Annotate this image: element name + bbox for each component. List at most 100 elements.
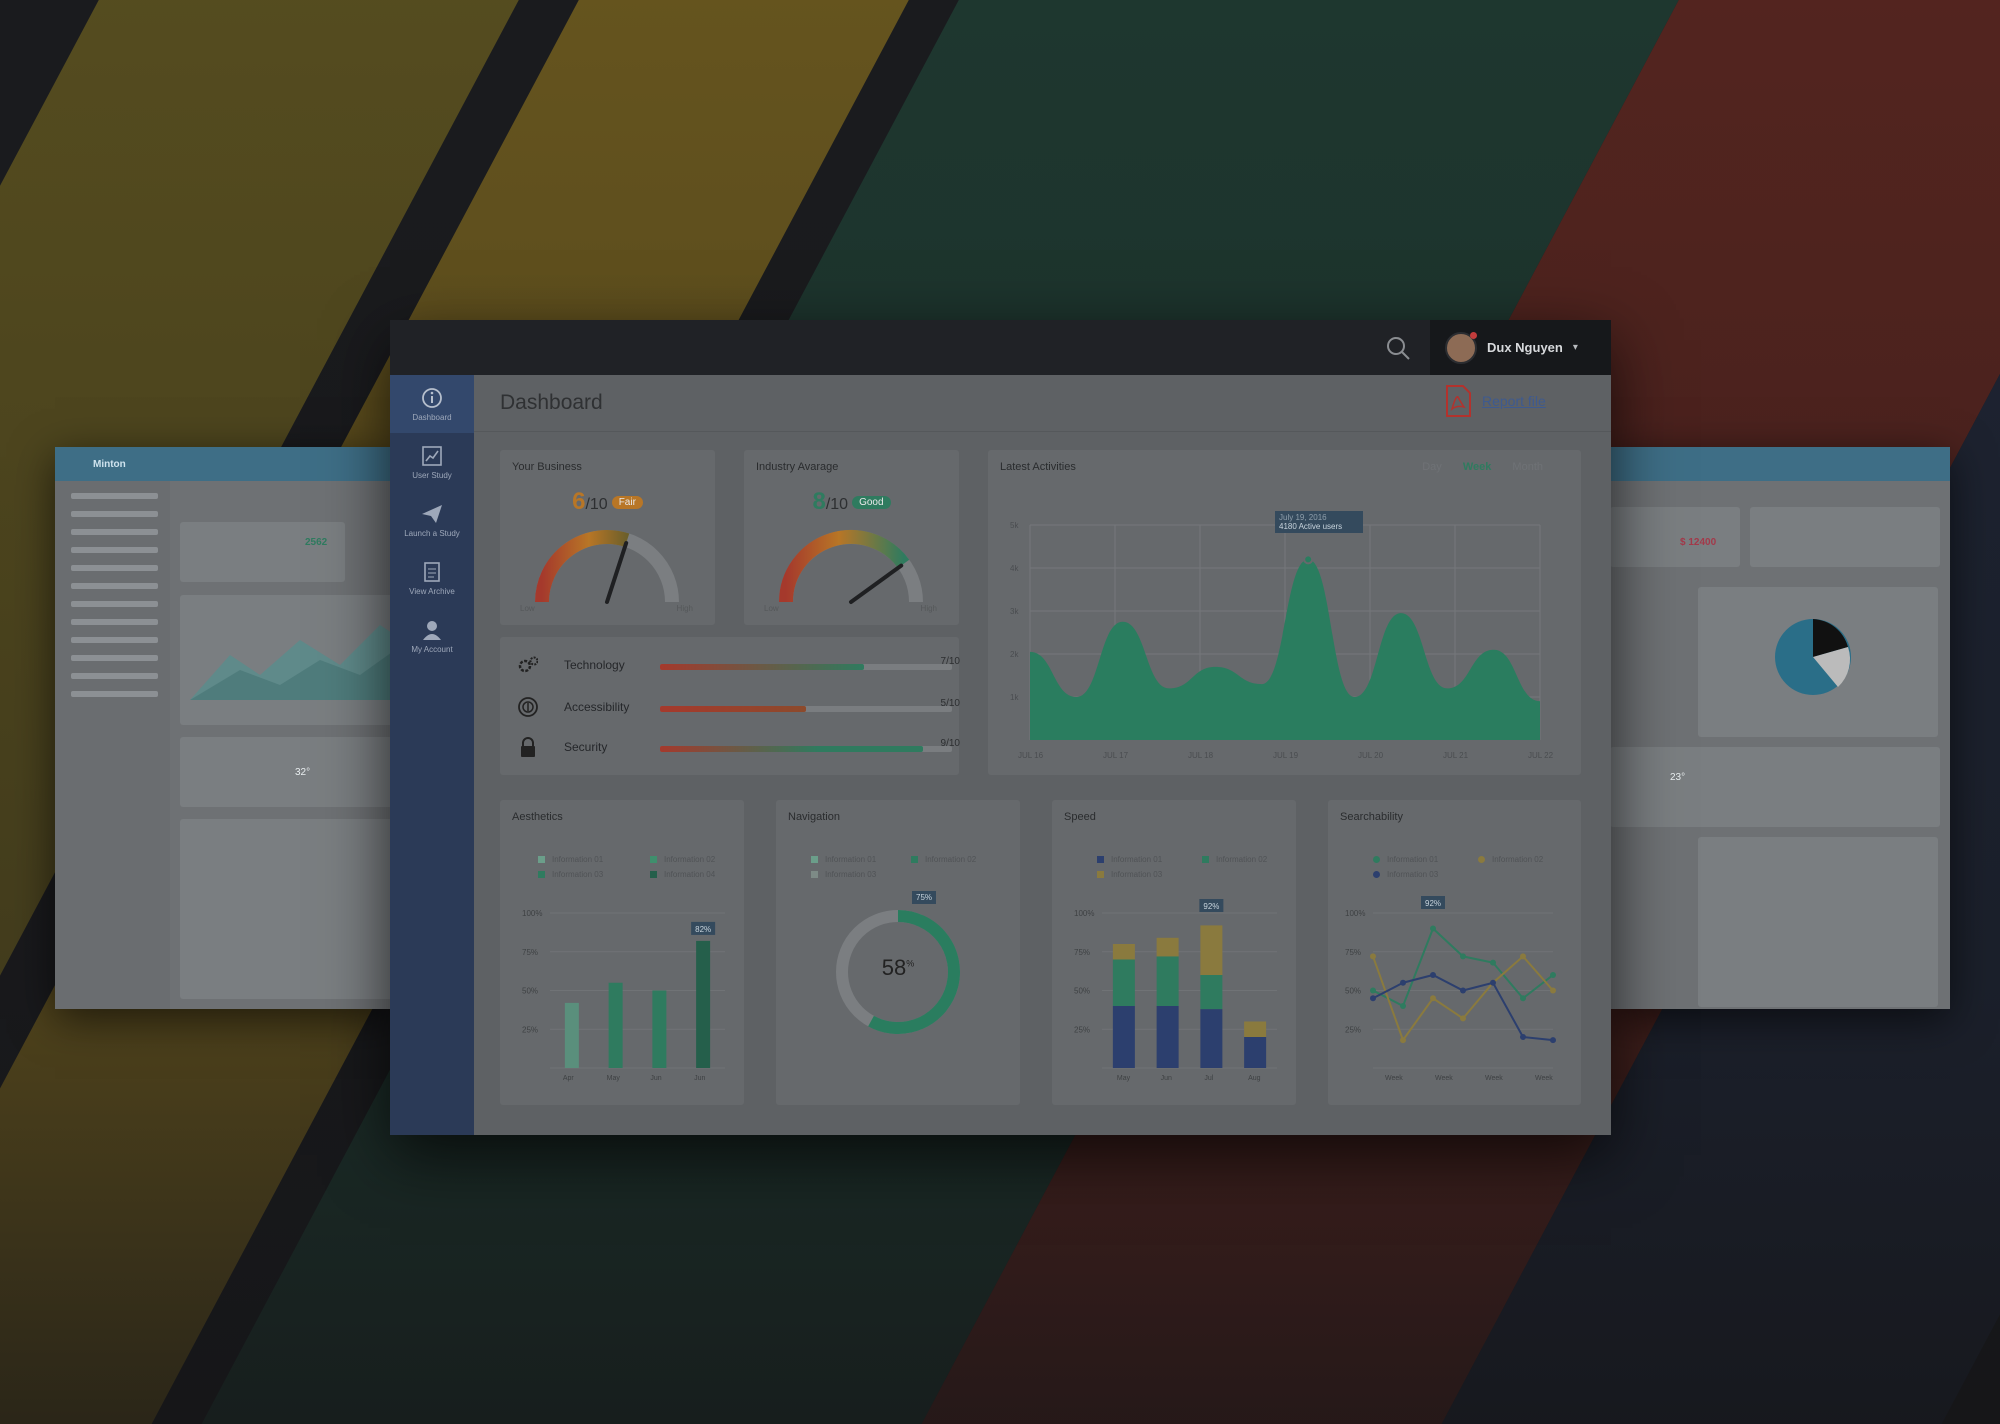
x-tick-label: Week: [1435, 1075, 1453, 1082]
right-preview-screen: $ 12400 23°: [1610, 447, 1950, 1009]
x-tick-label: JUL 16: [1018, 751, 1044, 760]
y-tick-label: 100%: [1074, 909, 1094, 918]
sidebar-item-view-archive[interactable]: View Archive: [390, 549, 474, 607]
sidebar-item-my-account[interactable]: My Account: [390, 607, 474, 665]
stacked-bar-segment: [1156, 1006, 1179, 1068]
gauge-high-label: High: [920, 604, 937, 613]
y-tick-label: 100%: [1345, 909, 1365, 918]
tab-day[interactable]: Day: [1422, 461, 1442, 473]
y-tick-label: 50%: [1345, 987, 1361, 996]
metric-fill: [660, 664, 865, 670]
legend-item: Information 01: [538, 855, 603, 864]
data-point: [1370, 995, 1376, 1002]
tooltip-text: 92%: [1425, 899, 1441, 908]
donut-slice: [868, 910, 960, 1034]
stacked-bar-segment: [1200, 925, 1223, 975]
dashboard-window: Dux Nguyen ▾ Dashboard User Study Launch…: [390, 320, 1611, 1135]
industry-score: 8/10 Good: [744, 488, 959, 516]
y-tick-label: 2k: [1010, 650, 1019, 659]
stacked-bar-segment: [1200, 1009, 1223, 1068]
metric-value: 7/10: [940, 656, 960, 667]
metric-fill: [660, 706, 806, 712]
y-tick-label: 1k: [1010, 693, 1019, 702]
x-tick-label: Week: [1485, 1075, 1503, 1082]
x-tick-label: Jun: [694, 1075, 705, 1082]
gauge-high-label: High: [676, 604, 693, 613]
data-point: [1460, 987, 1466, 994]
data-point: [1460, 1015, 1466, 1022]
searchability-line-chart: 25% 50% 75% 100% Week Week Week Week 92%: [1345, 896, 1556, 1082]
legend-item: Information 02: [650, 855, 715, 864]
gauge-low-label: Low: [520, 604, 535, 613]
ghost-right-temp: 23°: [1670, 772, 1686, 783]
data-point: [1430, 925, 1436, 932]
status-badge: Good: [852, 496, 891, 510]
legend-item: Information 03: [811, 870, 876, 879]
business-gauge: [535, 530, 679, 604]
stacked-bar-segment: [1244, 1021, 1267, 1037]
user-icon: [423, 620, 441, 640]
pdf-icon: [1446, 385, 1471, 417]
card-title: Industry Avarage: [756, 461, 839, 473]
sidebar-item-user-study[interactable]: User Study: [390, 433, 474, 491]
series-line: [1372, 926, 1554, 1008]
card-title: Searchability: [1340, 811, 1403, 823]
latest-activities-card: Latest Activities Day Week Month 1k 2k 3k 4…: [988, 450, 1581, 775]
tab-month[interactable]: Month: [1512, 461, 1543, 473]
top-bar: Dux Nguyen ▾: [390, 320, 1611, 375]
sidebar-item-launch-study[interactable]: Launch a Study: [390, 491, 474, 549]
score-out-of: /10: [585, 496, 608, 513]
left-preview-screen: Minton 2562 32°: [55, 447, 395, 1009]
x-tick-label: Aug: [1248, 1075, 1261, 1082]
x-tick-label: JUL 18: [1188, 751, 1214, 760]
data-point: [1400, 1003, 1406, 1009]
data-point: [1370, 953, 1376, 960]
navigation-tooltip: 75%: [912, 891, 937, 904]
metric-row-accessibility: Accessibility 5/10: [514, 693, 960, 719]
tooltip-box: [1199, 899, 1224, 912]
score-value: 6: [572, 488, 586, 515]
bar-tooltip: 92%: [1199, 899, 1224, 912]
stacked-bar-segment: [1244, 1037, 1267, 1068]
bar: [608, 982, 623, 1068]
x-tick-label: Jun: [650, 1075, 661, 1082]
x-tick-label: JUL 17: [1103, 751, 1129, 760]
sidebar-item-dashboard[interactable]: Dashboard: [390, 375, 474, 433]
x-tick-label: JUL 21: [1443, 751, 1469, 760]
header-divider: [474, 431, 1611, 432]
data-point: [1520, 953, 1526, 960]
line-chart-icon: [422, 445, 442, 466]
navigation-card: Navigation Information 01 Information 02…: [776, 800, 1020, 1105]
y-tick-label: 50%: [522, 987, 538, 996]
y-tick-label: 75%: [1345, 948, 1361, 957]
x-tick-label: Week: [1535, 1075, 1553, 1082]
stacked-bar-segment: [1156, 956, 1179, 1006]
activity-area-chart: 1k 2k 3k 4k 5k JUL 16 JUL 17 JUL 18 JUL 19 JUL 20…: [1010, 521, 1554, 760]
gauge-low-label: Low: [764, 604, 779, 613]
industry-gauge: [779, 530, 923, 604]
tooltip-box: [691, 921, 716, 935]
legend-item: Information 04: [650, 870, 715, 879]
data-point: [1303, 554, 1314, 565]
metric-value: 9/10: [940, 738, 960, 749]
info-icon: [422, 387, 442, 408]
x-tick-label: JUL 20: [1358, 751, 1384, 760]
user-name: Dux Nguyen: [1487, 340, 1563, 355]
user-menu[interactable]: Dux Nguyen ▾: [1430, 320, 1611, 375]
search-button[interactable]: [1385, 335, 1411, 361]
activity-area: [1030, 559, 1540, 740]
card-title: Navigation: [788, 811, 840, 823]
data-point: [1490, 959, 1496, 966]
tab-week[interactable]: Week: [1462, 461, 1492, 473]
y-tick-label: 100%: [522, 909, 542, 918]
ghost-temp: 32°: [295, 767, 311, 778]
legend-item: Information 01: [811, 855, 876, 864]
tooltip-value: 4180 Active users: [1279, 522, 1343, 531]
metric-fill: [660, 746, 923, 752]
metric-row-security: Security 9/10: [514, 733, 960, 759]
report-file-link[interactable]: Report file: [1444, 385, 1546, 417]
legend-item: Information 01: [1373, 855, 1438, 864]
activity-tooltip: July 19, 2016 4180 Active users: [1275, 511, 1363, 533]
ghost-card-value: 2562: [305, 537, 328, 548]
sidebar-item-label: Dashboard: [412, 412, 452, 422]
